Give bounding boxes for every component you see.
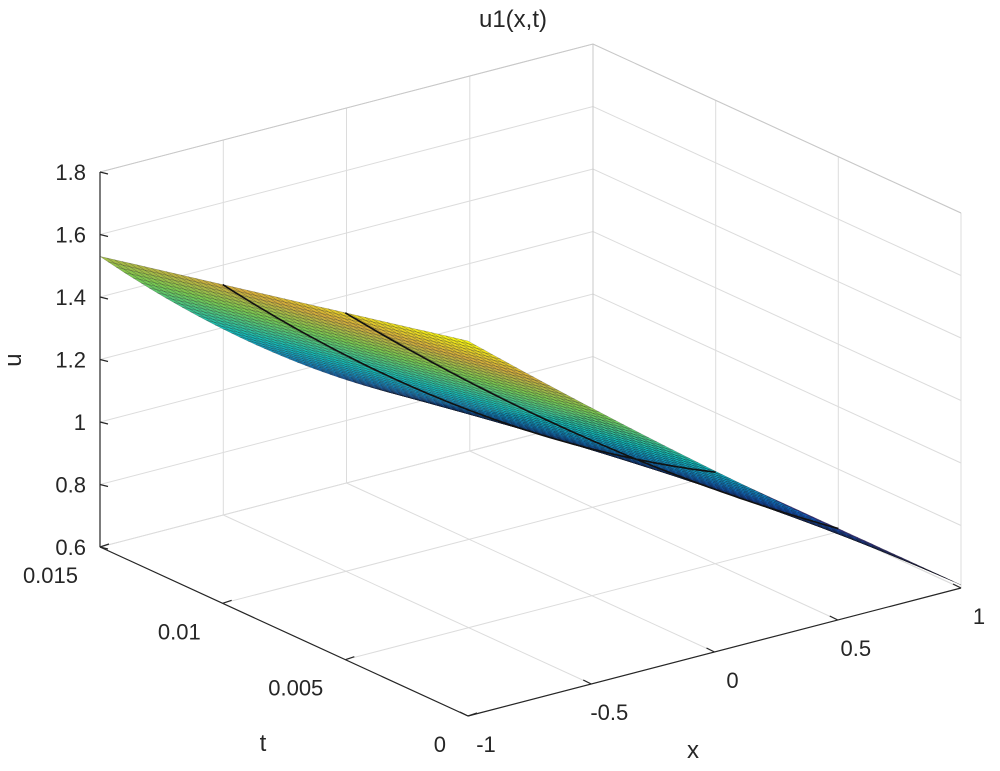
chart-title: u1(x,t) [479,6,547,33]
t-axis-label: t [260,730,267,757]
x-tick-label: 0.5 [841,636,872,661]
z-tick [99,233,109,238]
z-tick-label: 1.8 [55,160,86,185]
axes-lines [99,171,962,717]
x-tick [952,583,962,589]
t-tick-label: 0.005 [268,676,323,701]
x-tick [706,647,715,653]
highlight-curve [344,312,839,530]
x-tick [829,615,839,621]
surface-patch [864,541,881,548]
x-tick-label: -0.5 [590,700,628,725]
z-tick [99,296,109,300]
z-tick-label: 1 [74,410,86,435]
t-tick [467,712,478,717]
surface-patch [915,564,932,572]
z-tick-label: 1.4 [55,285,86,310]
x-tick-label: 1 [973,604,985,629]
z-gridline [99,418,962,589]
surface-mesh [99,256,962,586]
x-axis-label: x [687,737,699,764]
z-tick [99,483,109,488]
t-axis-line [99,546,469,717]
z-tick-label: 0.6 [55,535,86,560]
surface-patch [937,574,954,582]
t-tick-label: 0 [434,732,446,757]
z-gridline [99,105,962,276]
highlight-curve [222,283,716,473]
z-tick [99,421,109,425]
t-gridline [467,213,962,717]
x-tick-label: 0 [726,668,738,693]
x-gridline [99,172,469,717]
x-gridline [469,76,839,621]
z-tick-label: 1.2 [55,348,86,373]
z-tick [99,358,109,363]
x-tick [582,679,592,685]
t-tick [345,656,355,661]
t-tick-label: 0.01 [158,619,201,644]
t-tick [99,543,110,548]
highlight-curves [222,283,839,530]
u-axis-label: u [0,353,27,366]
x-tick-label: -1 [476,732,496,757]
surface-patch [886,551,903,559]
x-tick [459,711,469,717]
z-tick [99,546,109,550]
z-tick [99,171,109,175]
t-tick [222,599,232,604]
z-tick-label: 1.6 [55,223,86,248]
axes-labels: u1(x,t) x t u 0.6 0.8 1 1.2 1.4 1.6 1.8 -1 -0.5 0… [0,6,985,764]
z-tick-label: 0.8 [55,473,86,498]
box-top-edge [99,43,962,214]
z-gridline [99,43,962,214]
surface-patch [871,544,888,552]
t-tick-label: 0.015 [23,563,78,588]
surface-patch [945,577,962,586]
